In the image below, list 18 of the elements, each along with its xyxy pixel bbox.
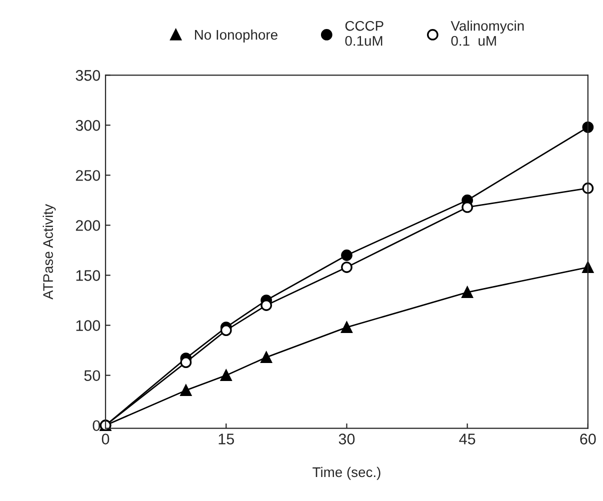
y-tick-label: 50 bbox=[84, 370, 100, 382]
legend-label: Valinomycin 0.1 uM bbox=[450, 20, 524, 46]
legend-label: CCCP 0.1uM bbox=[345, 20, 384, 46]
x-tick-label: 60 bbox=[580, 434, 596, 444]
x-tick-label: 45 bbox=[459, 434, 476, 444]
y-tick-label: 200 bbox=[76, 220, 100, 231]
y-tick-label: 150 bbox=[76, 270, 100, 281]
x-tick-label: 15 bbox=[218, 434, 234, 444]
legend-label: No Ionophore bbox=[195, 30, 278, 42]
x-tick-label: 0 bbox=[102, 434, 110, 444]
y-tick-label: 100 bbox=[76, 320, 100, 331]
y-tick-label: 0 bbox=[92, 420, 100, 432]
y-tick-label: 250 bbox=[76, 170, 100, 181]
y-tick-label: 350 bbox=[76, 70, 100, 81]
y-tick-label: 300 bbox=[76, 120, 100, 131]
x-tick-label: 30 bbox=[338, 434, 355, 444]
y-axis-title: ATPase Activity bbox=[42, 204, 56, 300]
x-axis-title: Time (sec.) bbox=[312, 466, 380, 480]
